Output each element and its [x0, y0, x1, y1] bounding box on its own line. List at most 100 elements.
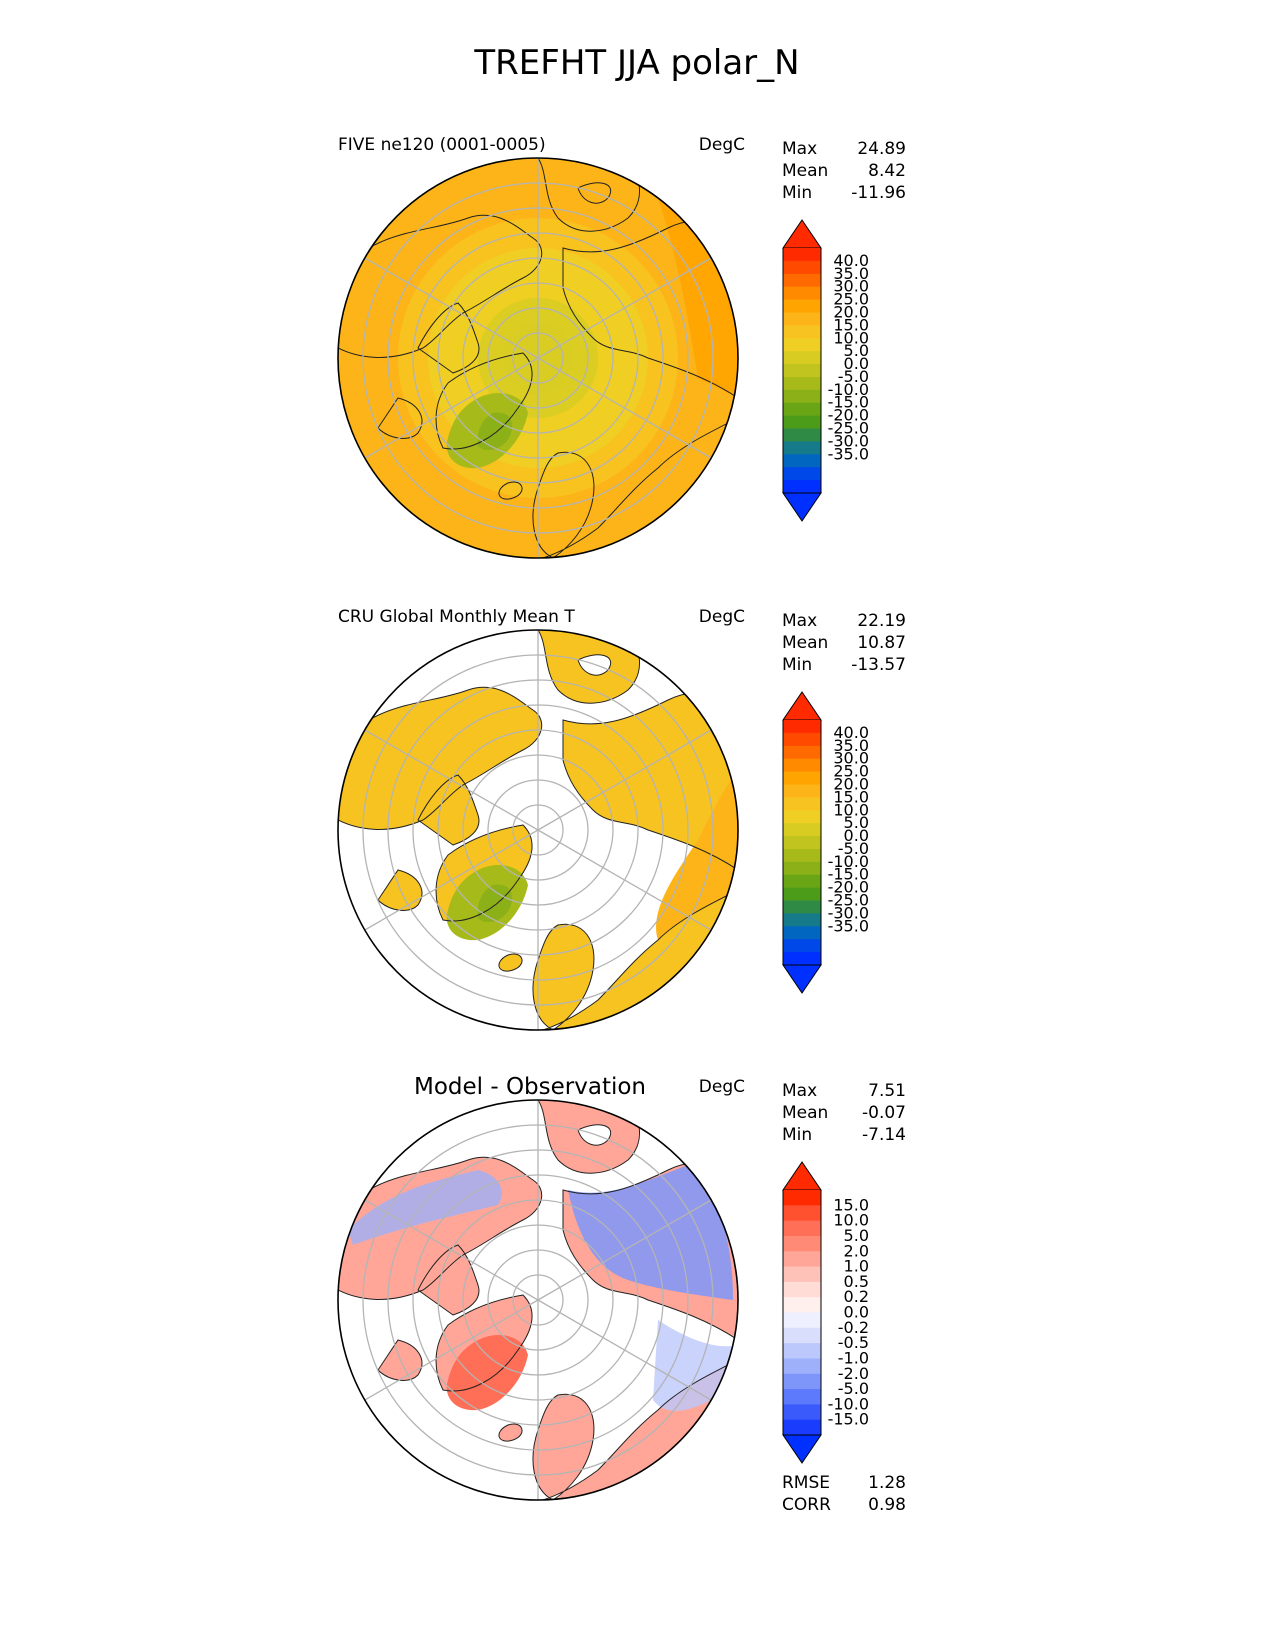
- colorbar-bin: [783, 351, 821, 365]
- stat-label-min: Min: [782, 183, 812, 203]
- colorbar-tick-label: -15.0: [828, 865, 869, 884]
- colorbar-tick-label: 2.0: [844, 1241, 869, 1260]
- colorbar-tick-label: 5.0: [844, 813, 869, 832]
- colorbar-under-arrow: [782, 1434, 822, 1464]
- colorbar-bin: [783, 415, 821, 429]
- stat-value-min: -13.57: [851, 655, 906, 675]
- colorbar-bin: [783, 758, 821, 772]
- colorbar-bin: [783, 312, 821, 326]
- greenland-fill: [446, 1335, 528, 1411]
- colorbar-frame: [782, 1190, 822, 1435]
- colorbar-bin: [783, 1389, 821, 1405]
- colorbar-bin: [783, 1327, 821, 1344]
- colorbar-bin: [783, 900, 821, 914]
- colorbar-under-arrow: [782, 964, 822, 994]
- stat-value-max: 7.51: [868, 1081, 906, 1101]
- colorbar-bin: [783, 874, 821, 889]
- colorbar-bin: [783, 797, 821, 811]
- stat-value-max: 24.89: [857, 139, 906, 159]
- cold-bias-region-europe: [653, 1320, 736, 1411]
- stat-label-mean: Mean: [782, 1103, 828, 1123]
- colorbar-tick-label: -10.0: [828, 1394, 869, 1413]
- colorbar-bin: [783, 260, 821, 275]
- colorbar-bin: [783, 1358, 821, 1375]
- cold-bias-region: [568, 1165, 733, 1300]
- colorbar-tick-label: 0.0: [844, 1303, 869, 1322]
- figure-title: TREFHT JJA polar_N: [473, 43, 799, 83]
- stat-value-max: 22.19: [857, 611, 906, 631]
- colorbar-tick-label: -5.0: [838, 1379, 869, 1398]
- colorbar-tick-label: -1.0: [838, 1348, 869, 1367]
- colorbar-bin: [783, 1343, 821, 1359]
- map-boundary: [337, 1099, 739, 1501]
- stat-label-max: Max: [782, 1081, 817, 1101]
- panel-diff: Model - Observation DegC Max 7.51 Mean -0.07 M…: [337, 1074, 906, 1515]
- colorbar-tick-label: 35.0: [833, 736, 869, 755]
- colorbar-bin: [783, 248, 821, 262]
- stat-label-min: Min: [782, 655, 812, 675]
- colorbar-bin: [783, 480, 821, 494]
- colorbar-bin: [783, 720, 821, 734]
- greenland-cold-core: [477, 412, 513, 451]
- footer-stat-label-corr: CORR: [782, 1495, 831, 1515]
- colorbar-bin: [783, 848, 821, 863]
- colorbar-bin: [783, 823, 821, 837]
- polar-map: [337, 157, 739, 559]
- colorbar-over-arrow: [782, 1161, 822, 1191]
- meridian-line: [537, 729, 712, 831]
- meridian-line: [364, 1299, 539, 1401]
- colorbar-bin: [783, 428, 821, 442]
- colorbar-bin: [783, 467, 821, 481]
- stat-value-min: -11.96: [851, 183, 906, 203]
- colorbar-bin: [783, 745, 821, 760]
- colorbar-under-arrow: [782, 492, 822, 522]
- panel-obs: CRU Global Monthly Mean T DegC Max 22.19 Mea…: [337, 607, 906, 1031]
- meridian-line: [537, 257, 712, 359]
- colorbar-tick-label: 15.0: [833, 787, 869, 806]
- graticule: [362, 1100, 714, 1500]
- colorbar-tick-label: -2.0: [838, 1364, 869, 1383]
- footer-stat-value-rmse: 1.28: [868, 1473, 906, 1493]
- colorbar-bin: [783, 325, 821, 339]
- colorbar-tick-label: -15.0: [828, 393, 869, 412]
- colorbar-tick-label: 30.0: [833, 749, 869, 768]
- stat-value-min: -7.14: [862, 1125, 906, 1145]
- colorbar-tick-label: 25.0: [833, 762, 869, 781]
- colorbar-bin: [783, 286, 821, 300]
- colorbar-tick-label: -0.2: [838, 1318, 869, 1337]
- meridian-line: [537, 1299, 712, 1401]
- colorbar-tick-label: 15.0: [833, 1195, 869, 1214]
- colorbar-bin: [783, 810, 821, 824]
- stat-value-mean: 10.87: [857, 633, 906, 653]
- colorbar-tick-label: -20.0: [828, 406, 869, 425]
- map-boundary: [337, 629, 739, 1031]
- colorbar-bin: [783, 1205, 821, 1222]
- colorbar-tick-label: 20.0: [833, 303, 869, 322]
- stat-label-min: Min: [782, 1125, 812, 1145]
- colorbar-tick-label: -10.0: [828, 852, 869, 871]
- colorbar-tick-label: 15.0: [833, 315, 869, 334]
- colorbar-bin: [783, 364, 821, 378]
- colorbar-tick-label: -25.0: [828, 419, 869, 438]
- colorbar-bin: [783, 273, 821, 288]
- colorbar-bin: [783, 338, 821, 352]
- panels-container: FIVE ne120 (0001-0005) DegC Max 24.89 Mean 8.…: [337, 135, 906, 1515]
- colorbar-bin: [783, 1312, 821, 1329]
- colorbar-bin: [783, 1235, 821, 1252]
- stat-value-mean: 8.42: [868, 161, 906, 181]
- colorbar: 15.010.05.02.01.00.50.20.0-0.2-0.5-1.0-2…: [782, 1161, 869, 1464]
- colorbar-tick-label: 1.0: [844, 1257, 869, 1276]
- colorbar-bin: [783, 376, 821, 391]
- colorbar-bin: [783, 861, 821, 876]
- colorbar-tick-label: 10.0: [833, 328, 869, 347]
- colorbar-bin: [783, 441, 821, 455]
- colorbar-tick-label: 40.0: [833, 723, 869, 742]
- colorbar-tick-label: -25.0: [828, 891, 869, 910]
- stat-label-mean: Mean: [782, 161, 828, 181]
- meridian-line: [537, 357, 712, 459]
- colorbar-bin: [783, 1297, 821, 1313]
- colorbar-bin: [783, 389, 821, 404]
- footer-stat-label-rmse: RMSE: [782, 1473, 830, 1493]
- map-field: [338, 1100, 738, 1500]
